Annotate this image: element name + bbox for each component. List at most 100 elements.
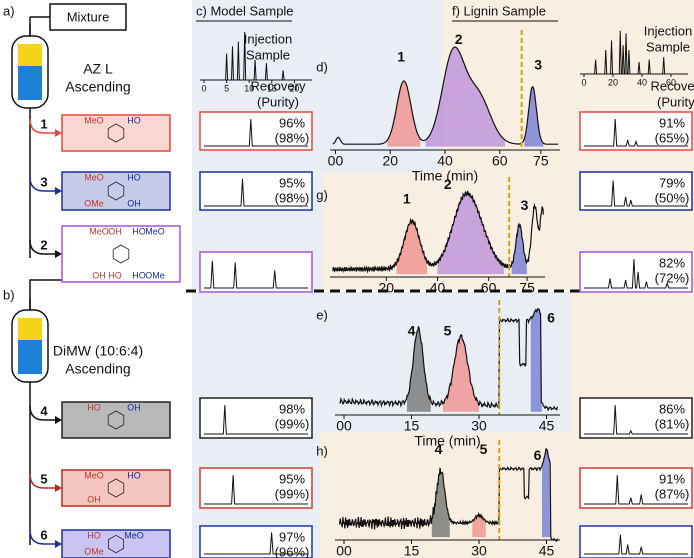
system: AZ L (83, 61, 113, 77)
purity: (72%) (655, 270, 690, 285)
arrowhead (55, 540, 62, 548)
substituent: OH (87, 494, 101, 504)
tick-label: 40 (637, 77, 647, 87)
trace-box (199, 111, 313, 151)
substituent: OH (127, 198, 141, 208)
panel-label: e) (316, 307, 328, 322)
peak-label: 6 (534, 447, 542, 463)
injection-label: Sample (246, 47, 290, 62)
trace (204, 178, 308, 207)
ring (107, 478, 125, 498)
peak-fill (396, 219, 428, 275)
peak-label: 1 (403, 190, 411, 206)
branch (29, 176, 58, 192)
trace (338, 448, 559, 542)
branch (29, 405, 58, 421)
trace-box (579, 171, 693, 211)
purity: (96%) (275, 544, 310, 558)
peak-label: 2 (455, 31, 463, 47)
peak-label: 4 (408, 323, 416, 339)
panel-label: h) (316, 443, 328, 458)
phase-top (18, 318, 42, 340)
purity: (87%) (655, 486, 690, 501)
substituent: OMe (84, 198, 104, 208)
fraction-number: 4 (40, 403, 48, 418)
substituent: HO (127, 470, 141, 480)
substituent: HO (127, 115, 141, 125)
ring (112, 244, 130, 264)
purity: (65%) (655, 130, 690, 145)
tick-label: 60 (481, 280, 497, 296)
tick-label: 45 (539, 418, 555, 434)
tick-label: 20 (608, 77, 618, 87)
tick-label: 15 (404, 543, 420, 558)
arrowhead (55, 250, 62, 258)
ring (107, 181, 125, 201)
system: DiMW (10:6:4) (53, 343, 143, 359)
recovery: 86% (659, 401, 685, 416)
fraction-number: 1 (40, 116, 47, 131)
tick-label: 0 (201, 83, 206, 93)
substituent: MeO (84, 172, 104, 182)
peak-label: 3 (534, 57, 542, 73)
tick-label: 60 (492, 153, 508, 169)
trace-box (199, 397, 313, 439)
trace (204, 118, 308, 147)
tick-label: 75 (533, 153, 549, 169)
substituent: MeO (124, 530, 144, 540)
recovery: 95% (279, 175, 305, 190)
trace (584, 118, 688, 147)
tick-label: 45 (539, 543, 555, 558)
purity: (50%) (655, 190, 690, 205)
tick-label: 30 (471, 543, 487, 558)
recovery: 98% (279, 401, 305, 416)
peak-label: 3 (521, 197, 529, 213)
phase-bottom (18, 66, 42, 100)
substituent: HO (132, 270, 146, 280)
ring (107, 123, 125, 143)
system: Ascending (65, 361, 130, 377)
branch (29, 473, 58, 489)
substituent: HO (127, 172, 141, 182)
purity: (98%) (275, 190, 310, 205)
purity: (99%) (275, 416, 310, 431)
peak-fill (407, 327, 431, 412)
peak-label: 5 (480, 441, 488, 457)
recovery: 79% (659, 175, 685, 190)
substituent: MeO (84, 115, 104, 125)
tick-label: 20 (379, 280, 395, 296)
system: Ascending (65, 79, 130, 95)
branch (29, 118, 58, 134)
recovery: 96% (279, 115, 305, 130)
molecule-box (61, 401, 171, 439)
tick-label: 15 (404, 418, 420, 434)
fraction-number: 6 (40, 527, 47, 542)
peak-label: 6 (547, 310, 555, 326)
molecule-box (61, 469, 171, 507)
branch (29, 239, 58, 255)
tick-label: 40 (437, 153, 453, 169)
substituent: HO (87, 402, 101, 412)
peak-fill (542, 449, 551, 538)
trace-box (579, 111, 693, 151)
trace (584, 534, 688, 555)
recovery: 91% (659, 471, 685, 486)
peak-label: 5 (444, 323, 452, 339)
purity: (99%) (275, 486, 310, 501)
substituent: MeO (89, 226, 109, 236)
tick-label: 00 (336, 543, 352, 558)
trace-box (199, 171, 313, 211)
trace (204, 475, 308, 505)
tick-label: 30 (471, 418, 487, 434)
injection-trace (582, 30, 688, 75)
x-axis-label: Time (min) (412, 168, 478, 184)
peak-fill (472, 514, 486, 538)
molecule-box (61, 225, 181, 283)
trace-box (579, 397, 693, 439)
recovery-label: Recovery (651, 78, 694, 93)
ring (108, 534, 124, 554)
molecule-box (61, 529, 171, 558)
arrowhead (55, 129, 62, 137)
panel-label: c) Model Sample (196, 3, 294, 18)
